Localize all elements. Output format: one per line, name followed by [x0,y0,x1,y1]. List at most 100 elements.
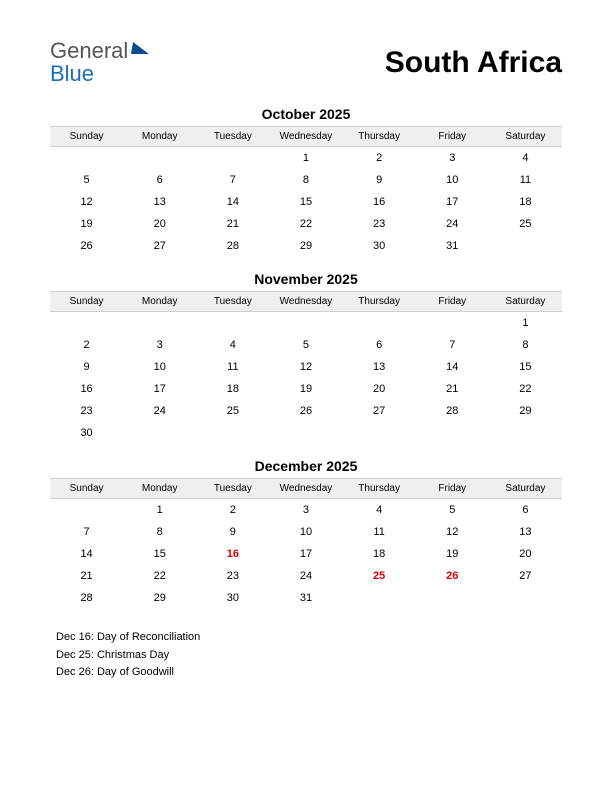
calendar-cell: 27 [123,235,196,257]
day-header: Friday [416,479,489,499]
logo-word-blue: Blue [50,61,94,86]
calendar-row: 123456 [50,499,562,522]
day-header: Friday [416,292,489,312]
calendar-cell: 1 [269,147,342,170]
calendar-cell: 24 [123,400,196,422]
calendar-cell: 27 [489,565,562,587]
calendar-row: 9101112131415 [50,356,562,378]
calendar-cell: 6 [343,334,416,356]
calendar-cell: 24 [416,213,489,235]
calendar-row: 262728293031 [50,235,562,257]
calendar-row: 1234 [50,147,562,170]
calendar-cell: 11 [196,356,269,378]
day-header: Saturday [489,479,562,499]
day-header: Thursday [343,479,416,499]
calendar-cell: 16 [196,543,269,565]
day-header: Saturday [489,292,562,312]
calendar-cell: 15 [123,543,196,565]
calendar-container: October 2025 SundayMondayTuesdayWednesday… [50,106,562,609]
day-header: Tuesday [196,479,269,499]
calendar-cell: 3 [123,334,196,356]
calendar-row: 30 [50,422,562,444]
day-header: Monday [123,479,196,499]
day-header: Sunday [50,479,123,499]
calendar-cell [489,587,562,609]
calendar-table: SundayMondayTuesdayWednesdayThursdayFrid… [50,126,562,257]
calendar-cell: 13 [123,191,196,213]
logo-mark-icon [131,42,151,54]
calendar-cell: 11 [343,521,416,543]
calendar-cell: 6 [123,169,196,191]
calendar-cell: 15 [269,191,342,213]
calendar-cell: 4 [489,147,562,170]
calendar-cell [50,312,123,335]
calendar-cell: 18 [196,378,269,400]
holiday-entry: Dec 16: Day of Reconciliation [56,629,562,647]
calendar-cell: 5 [269,334,342,356]
calendar-cell: 14 [416,356,489,378]
calendar-cell: 15 [489,356,562,378]
calendar-cell [489,422,562,444]
calendar-cell: 10 [269,521,342,543]
calendar-row: 14151617181920 [50,543,562,565]
calendar-cell [416,587,489,609]
calendar-cell: 5 [50,169,123,191]
calendar-cell: 14 [196,191,269,213]
calendar-cell: 23 [50,400,123,422]
calendar-cell [343,422,416,444]
calendar-cell: 22 [123,565,196,587]
calendar-cell: 12 [416,521,489,543]
calendar-cell: 22 [269,213,342,235]
day-header: Tuesday [196,292,269,312]
day-header: Sunday [50,127,123,147]
calendar-cell: 24 [269,565,342,587]
calendar-cell [416,422,489,444]
calendar-cell: 16 [50,378,123,400]
calendar-cell: 28 [50,587,123,609]
calendar-cell [343,312,416,335]
calendar-cell: 14 [50,543,123,565]
calendar-row: 2345678 [50,334,562,356]
calendar-cell: 22 [489,378,562,400]
calendar-row: 12131415161718 [50,191,562,213]
calendar-row: 21222324252627 [50,565,562,587]
calendar-cell [50,499,123,522]
month-block: December 2025SundayMondayTuesdayWednesda… [50,458,562,609]
calendar-cell: 5 [416,499,489,522]
calendar-cell: 7 [416,334,489,356]
calendar-cell: 17 [416,191,489,213]
calendar-cell: 16 [343,191,416,213]
day-header: Friday [416,127,489,147]
calendar-row: 1 [50,312,562,335]
calendar-cell: 21 [50,565,123,587]
calendar-cell: 2 [196,499,269,522]
day-header: Saturday [489,127,562,147]
calendar-cell [269,312,342,335]
calendar-cell: 8 [123,521,196,543]
calendar-cell [269,422,342,444]
calendar-cell [123,312,196,335]
calendar-cell: 11 [489,169,562,191]
calendar-row: 23242526272829 [50,400,562,422]
calendar-cell: 21 [196,213,269,235]
day-header: Thursday [343,127,416,147]
calendar-cell [196,312,269,335]
calendar-cell: 27 [343,400,416,422]
calendar-row: 28293031 [50,587,562,609]
calendar-cell: 1 [489,312,562,335]
calendar-cell: 31 [269,587,342,609]
holiday-entry: Dec 26: Day of Goodwill [56,664,562,682]
calendar-cell: 28 [416,400,489,422]
holiday-entry: Dec 25: Christmas Day [56,647,562,665]
calendar-cell: 19 [269,378,342,400]
calendar-cell: 9 [343,169,416,191]
month-title: October 2025 [50,106,562,122]
day-header: Monday [123,127,196,147]
day-header: Monday [123,292,196,312]
calendar-row: 78910111213 [50,521,562,543]
calendar-cell [123,147,196,170]
calendar-cell: 29 [489,400,562,422]
calendar-cell: 20 [343,378,416,400]
calendar-cell: 26 [50,235,123,257]
calendar-cell: 28 [196,235,269,257]
